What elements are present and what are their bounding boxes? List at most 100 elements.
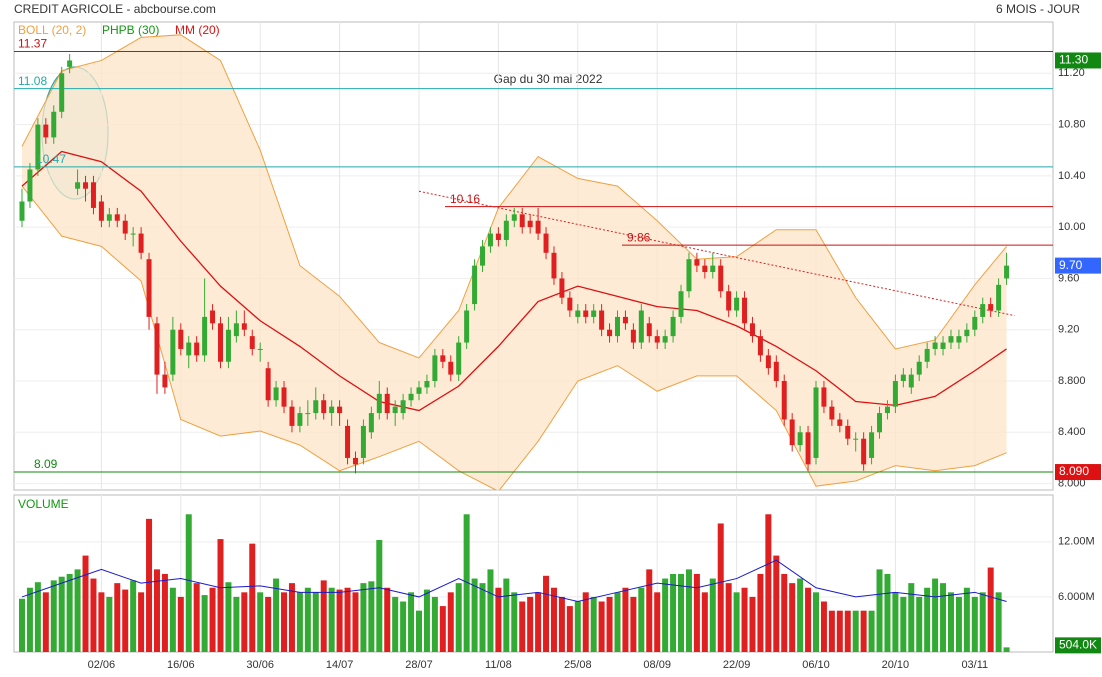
candle-body xyxy=(432,355,438,382)
candle-body xyxy=(853,438,859,440)
volume-bar xyxy=(717,523,724,652)
volume-bar xyxy=(503,578,510,652)
volume-bar xyxy=(217,539,224,652)
candle-body xyxy=(154,323,160,375)
candle-body xyxy=(900,374,906,382)
candle-body xyxy=(297,413,303,426)
candle-body xyxy=(130,233,136,235)
candle-body xyxy=(686,259,692,292)
candle-body xyxy=(726,291,732,311)
candle-body xyxy=(607,329,613,337)
volume-bar xyxy=(844,610,851,652)
y2-tick-label: 12.00M xyxy=(1058,536,1095,548)
volume-bar xyxy=(400,601,407,652)
candle-body xyxy=(956,336,962,343)
candle-body xyxy=(757,336,763,356)
volume-bar xyxy=(955,596,962,652)
volume-bar xyxy=(408,592,415,652)
volume-bar xyxy=(606,596,613,652)
trendline xyxy=(418,190,1015,317)
candle-body xyxy=(702,265,708,273)
candle-body xyxy=(908,374,914,388)
volume-bar xyxy=(209,587,216,652)
volume-bar xyxy=(971,596,978,652)
volume-bar xyxy=(58,576,65,652)
volume-bar xyxy=(416,610,422,652)
candle-body xyxy=(210,310,216,324)
volume-layer xyxy=(14,495,1053,652)
volume-bar xyxy=(924,587,931,652)
volume-bar xyxy=(558,596,565,652)
volume-bar xyxy=(733,592,740,652)
volume-bar xyxy=(527,596,534,652)
volume-bar xyxy=(789,583,796,652)
volume-bar xyxy=(535,592,542,652)
candle-body xyxy=(218,323,223,362)
volume-bar xyxy=(805,587,812,652)
x-tick-label: 06/10 xyxy=(802,659,830,671)
volume-bar xyxy=(241,592,248,652)
level-label: 10.47 xyxy=(36,152,66,166)
candle-body xyxy=(146,259,152,317)
volume-bar xyxy=(368,581,375,652)
volume-bar xyxy=(820,601,827,652)
price-box xyxy=(1055,257,1101,274)
candle-body xyxy=(503,220,509,240)
chart-title: CREDIT AGRICOLE - abcbourse.com xyxy=(14,2,216,16)
candle-body xyxy=(448,361,454,375)
volume-title: VOLUME xyxy=(18,497,69,511)
volume-bar xyxy=(320,580,327,652)
candle-body xyxy=(829,406,835,420)
candle-body xyxy=(273,387,279,401)
candle-body xyxy=(916,361,922,375)
candle-body xyxy=(845,425,851,439)
legend: BOLL (20, 2) PHPB (30) MM (20) xyxy=(18,23,220,37)
x-tick-label: 02/06 xyxy=(88,659,116,671)
volume-bar xyxy=(225,582,232,652)
candle-body xyxy=(122,220,128,234)
price-box-label: 11.30 xyxy=(1059,53,1088,67)
candle-body xyxy=(114,214,120,221)
candle-body xyxy=(654,336,660,343)
volume-bar xyxy=(34,582,41,652)
candle-body xyxy=(773,361,779,382)
band-lower xyxy=(21,185,1007,490)
volume-bar xyxy=(900,596,907,652)
volume-bar xyxy=(725,583,732,652)
volume-bar xyxy=(249,543,256,652)
candle-body xyxy=(464,310,470,343)
y-tick-label: 10.00 xyxy=(1058,221,1086,233)
candle-body xyxy=(964,329,970,337)
volume-bar xyxy=(1003,647,1010,652)
candle-body xyxy=(202,316,208,356)
level-label: 11.37 xyxy=(18,37,47,51)
period: 6 MOIS - JOUR xyxy=(996,2,1080,16)
x-tick-label: 20/10 xyxy=(882,659,910,671)
volume-bar xyxy=(376,539,383,652)
volume-bar xyxy=(98,592,105,652)
x-tick-label: 03/11 xyxy=(961,659,988,671)
volume-bar xyxy=(630,596,637,652)
volume-bar xyxy=(336,589,343,652)
y-tick-label: 8.400 xyxy=(1058,426,1086,438)
candle-body xyxy=(797,432,803,446)
volume-bar xyxy=(265,596,272,652)
candle-body xyxy=(892,381,898,407)
y-tick-label: 9.20 xyxy=(1058,324,1079,336)
legend-entry: BOLL (20, 2) xyxy=(18,23,86,37)
volume-bar xyxy=(852,610,859,652)
volume-bar xyxy=(622,587,629,652)
candle-body xyxy=(345,425,351,458)
volume-bar xyxy=(296,592,303,652)
x-tick-label: 08/09 xyxy=(643,659,671,671)
x-tick-label: 25/08 xyxy=(564,659,592,671)
candle-body xyxy=(519,214,525,228)
candle-body xyxy=(162,374,168,388)
candle-body xyxy=(559,278,565,298)
candle-body xyxy=(996,284,1002,311)
candle-body xyxy=(170,329,176,375)
volume-bar xyxy=(765,514,772,652)
candle-body xyxy=(19,201,25,221)
x-tick-label: 11/08 xyxy=(485,659,512,671)
moving-average xyxy=(21,150,1007,412)
